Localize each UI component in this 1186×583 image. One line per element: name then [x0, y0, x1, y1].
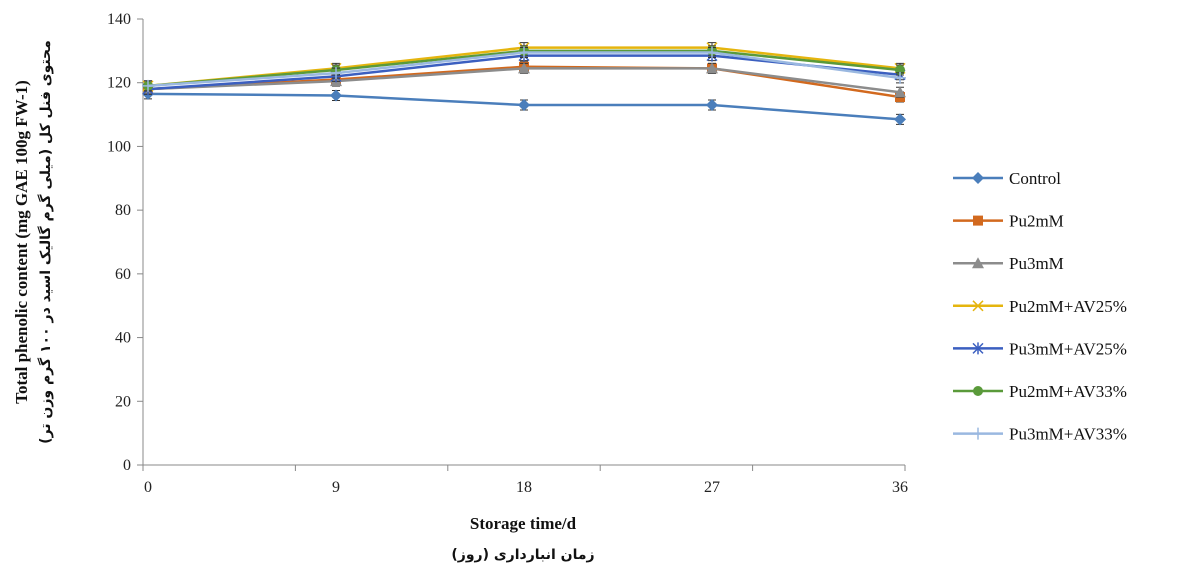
data-point: [706, 62, 718, 74]
y-tick-label: 20: [115, 393, 131, 410]
legend-item: Pu2mM+AV25%: [953, 297, 1127, 316]
legend-marker: [972, 300, 984, 312]
x-tick-label: 27: [704, 479, 720, 496]
data-point: [518, 62, 530, 74]
legend-item: Control: [953, 169, 1061, 188]
legend-marker: [972, 427, 984, 440]
y-tick-label: 80: [115, 202, 131, 219]
data-point: [894, 71, 906, 84]
data-point: [706, 46, 718, 59]
legend-label: Pu3mM+AV33%: [1009, 425, 1127, 444]
legend-marker: [973, 215, 983, 226]
x-axis-title: Storage time/d: [470, 514, 577, 533]
data-point: [518, 99, 530, 112]
legend-label: Pu3mM: [1009, 254, 1064, 273]
x-tick-label: 36: [892, 479, 908, 496]
legend-marker: [972, 257, 984, 269]
legend-item: Pu2mM: [953, 212, 1064, 231]
data-point: [706, 99, 718, 112]
legend-label: Pu3mM+AV25%: [1009, 339, 1127, 358]
y-tick-label: 60: [115, 266, 131, 283]
legend-label: Control: [1009, 169, 1061, 188]
y-axis-title-group: Total phenolic content (mg GAE 100g FW-1…: [12, 40, 54, 444]
x-tick-label: 0: [144, 479, 152, 496]
legend-marker: [973, 386, 983, 396]
data-point: [894, 113, 906, 126]
x-tick-label: 18: [516, 479, 532, 496]
legend-marker: [972, 172, 984, 184]
legend: Control Pu2mM Pu3mM Pu2mM+AV25% Pu3mM+AV25% P…: [953, 169, 1127, 444]
legend-label: Pu2mM+AV33%: [1009, 382, 1127, 401]
data-point: [518, 46, 530, 59]
series-Control: [142, 87, 906, 126]
data-point: [142, 79, 154, 92]
legend-marker: [972, 342, 984, 355]
x-axis-subtitle: زمان انبارداری (روز): [451, 547, 594, 563]
legend-item: Pu2mM+AV33%: [953, 382, 1127, 401]
x-tick-label: 9: [332, 479, 340, 496]
data-point: [330, 67, 342, 80]
y-tick-label: 100: [107, 138, 131, 155]
legend-item: Pu3mM+AV33%: [953, 425, 1127, 444]
axes: 0 20 40 60 80 100 120 140 0 9 18 27 36: [107, 11, 908, 496]
data-point: [330, 89, 342, 102]
y-tick-label: 40: [115, 330, 131, 347]
legend-label: Pu2mM: [1009, 212, 1064, 231]
y-tick-label: 120: [107, 75, 131, 92]
series-Pu3mM+AV33%: [142, 46, 906, 92]
data-point: [894, 86, 906, 98]
y-axis-subtitle: محتوی فنل کل (میلی گرم گالیک اسید در ۱۰۰…: [37, 40, 54, 444]
series-layer: [142, 42, 906, 126]
y-tick-label: 0: [123, 457, 131, 474]
legend-item: Pu3mM: [953, 254, 1064, 273]
legend-item: Pu3mM+AV25%: [953, 339, 1127, 358]
legend-label: Pu2mM+AV25%: [1009, 297, 1127, 316]
y-axis-title: Total phenolic content (mg GAE 100g FW-1…: [12, 80, 31, 404]
y-tick-label: 140: [107, 11, 131, 28]
